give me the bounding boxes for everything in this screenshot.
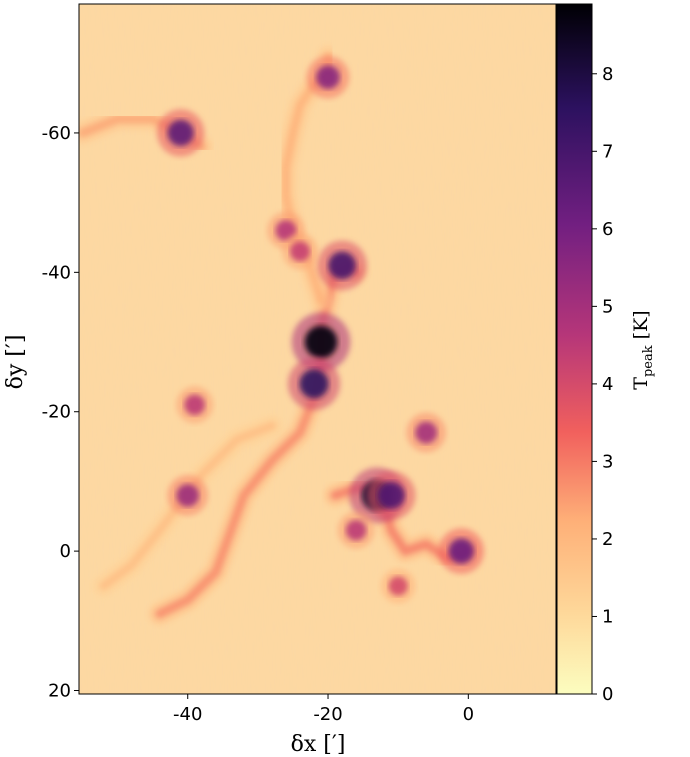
plot-frame — [78, 3, 557, 695]
y-tick-label: 0 — [60, 541, 71, 562]
y-tick-label: -40 — [42, 262, 71, 283]
peak-3 — [377, 481, 405, 509]
colorbar-tick-label: 1 — [602, 606, 613, 627]
peak-7 — [448, 538, 474, 564]
y-axis-label: δy [′] — [3, 335, 28, 390]
colorbar-tick-label: 8 — [602, 64, 613, 85]
y-tick-label: -60 — [42, 123, 71, 144]
colorbar-tick-label: 7 — [602, 141, 613, 162]
peak-11 — [275, 220, 297, 241]
peak-14 — [388, 576, 408, 596]
peak-1 — [299, 369, 329, 399]
colorbar-tick-label: 3 — [602, 451, 613, 472]
colorbar-tick-label: 0 — [602, 684, 613, 705]
x-tick-label: 0 — [463, 704, 474, 725]
peak-6 — [316, 65, 340, 89]
peak-13 — [345, 519, 367, 541]
colorbar-tick-label: 6 — [602, 219, 613, 240]
peak-4 — [328, 251, 356, 280]
colorbar-tick-label: 5 — [602, 296, 613, 317]
colorbar-label-main: T — [630, 377, 652, 390]
peak-0 — [304, 325, 338, 359]
peak-8 — [415, 421, 438, 444]
x-axis-label: δx [′] — [291, 732, 346, 757]
colorbar-gradient — [556, 3, 593, 695]
y-tick-label: -20 — [42, 402, 71, 423]
x-tick-label: -40 — [173, 704, 202, 725]
y-tick-label: 20 — [48, 681, 71, 702]
x-axis: -40 -20 0 — [173, 694, 474, 725]
colorbar-ticks: 0 1 2 3 4 5 6 7 8 — [592, 64, 613, 705]
peak-5 — [167, 119, 194, 146]
peak-12 — [290, 241, 310, 262]
y-axis: -60 -40 -20 0 20 — [42, 123, 79, 702]
peak-10 — [184, 394, 205, 416]
x-tick-label: -20 — [313, 704, 342, 725]
colorbar-tick-label: 2 — [602, 529, 613, 550]
peak-9 — [176, 484, 199, 507]
colorbar: 0 1 2 3 4 5 6 7 8 Tpeak [K] — [556, 3, 656, 705]
colorbar-label-sub: peak — [641, 345, 656, 377]
heatmap-plot-area — [78, 3, 557, 695]
colorbar-tick-label: 4 — [602, 374, 613, 395]
colorbar-label-unit: [K] — [630, 310, 652, 345]
colorbar-label: Tpeak [K] — [630, 310, 656, 389]
